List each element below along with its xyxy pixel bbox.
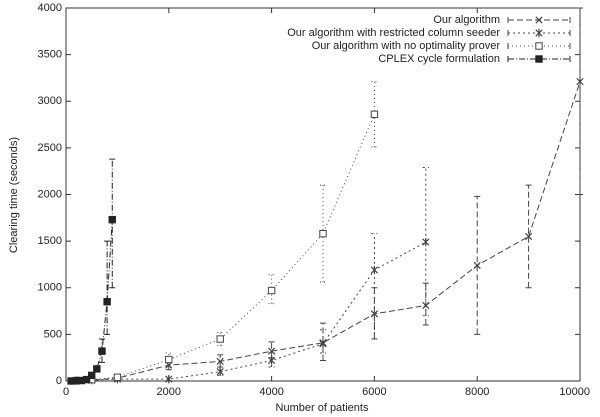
y-tick-label: 500 — [44, 328, 62, 340]
error-bar — [422, 166, 429, 317]
error-bar — [268, 274, 275, 305]
marker — [108, 215, 116, 224]
marker — [370, 265, 379, 275]
legend-label: CPLEX cycle formulation — [378, 53, 500, 65]
series-line — [76, 114, 375, 382]
x-tick-label: 6000 — [362, 386, 386, 398]
y-tick-label: 4000 — [38, 2, 62, 14]
marker — [113, 373, 122, 381]
legend-marker — [535, 28, 543, 38]
error-bar — [165, 352, 172, 368]
x-tick-label: 0 — [63, 386, 69, 398]
y-tick-label: 1500 — [38, 235, 62, 247]
error-bar — [525, 184, 532, 289]
series-line — [76, 81, 581, 382]
series-line — [76, 241, 427, 382]
error-bar — [577, 7, 583, 195]
y-axis-label: Clearing time (seconds) — [8, 137, 20, 253]
error-bar — [474, 195, 481, 335]
y-tick-label: 3000 — [38, 95, 62, 107]
x-tick-label: 10000 — [559, 386, 590, 398]
marker — [88, 371, 96, 380]
y-tick-label: 1000 — [38, 282, 62, 294]
marker — [319, 229, 327, 238]
legend-cap — [507, 56, 571, 62]
plot-frame — [65, 7, 581, 382]
legend-marker — [535, 16, 543, 24]
x-tick-label: 2000 — [157, 386, 181, 398]
marker — [216, 357, 224, 366]
error-bar — [371, 233, 378, 340]
marker — [82, 375, 91, 384]
marker — [165, 374, 173, 384]
legend-cap — [507, 30, 571, 36]
marker — [103, 298, 111, 306]
y-tick-label: 2000 — [38, 188, 62, 200]
marker — [165, 355, 173, 364]
marker — [422, 237, 430, 247]
x-axis-label: Number of patients — [276, 402, 369, 414]
y-tick-label: 2500 — [38, 142, 62, 154]
x-tick-label: 8000 — [465, 386, 489, 398]
y-tick-label: 3500 — [38, 49, 62, 61]
marker — [473, 261, 481, 269]
marker — [267, 356, 276, 365]
marker — [576, 78, 584, 86]
legend-marker — [535, 42, 543, 50]
marker — [93, 365, 101, 373]
marker — [370, 110, 379, 119]
x-tick-label: 4000 — [259, 386, 283, 398]
legend-marker — [535, 55, 543, 63]
marker — [267, 286, 276, 295]
error-bar — [109, 158, 116, 289]
error-bar — [217, 332, 224, 347]
legend-cap — [507, 43, 571, 49]
legend-cap — [507, 17, 571, 23]
marker — [216, 367, 224, 376]
marker — [98, 347, 106, 355]
marker — [524, 232, 533, 241]
legend-label: Our algorithm with restricted column see… — [287, 27, 500, 39]
marker — [216, 335, 224, 343]
legend-label: Our algorithm — [433, 14, 500, 26]
marker — [319, 339, 327, 348]
legend-label: Our algorithm with no optimality prover — [312, 40, 501, 52]
error-bar — [104, 240, 111, 335]
y-tick-label: 0 — [56, 375, 62, 387]
